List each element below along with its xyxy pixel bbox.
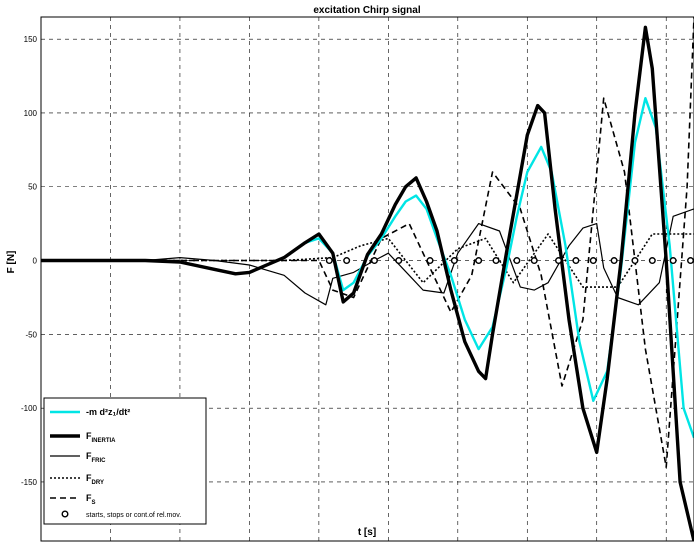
series-line-fric: [41, 208, 694, 306]
movement-marker: [395, 257, 403, 265]
movement-marker: [530, 257, 538, 265]
legend-label-accel: -m d²z₁/dt²: [86, 407, 130, 417]
chart-title: excitation Chirp signal: [313, 5, 420, 16]
movement-marker: [492, 257, 500, 265]
y-axis-label: F [N]: [6, 251, 17, 274]
movement-marker: [325, 257, 333, 265]
y-tick-label: 0: [33, 257, 38, 266]
y-tick-label: -50: [25, 330, 37, 339]
legend-label-dry: FDRY: [86, 473, 104, 486]
x-axis-label: t [s]: [358, 527, 376, 538]
series-lines: [41, 16, 694, 542]
movement-marker: [669, 257, 677, 265]
legend-swatch-markers: [61, 510, 69, 518]
series-line-fs: [41, 16, 694, 469]
movement-marker: [426, 257, 434, 265]
movement-marker: [370, 257, 378, 265]
series-line-inertia: [41, 25, 694, 542]
legend: -m d²z₁/dt² FINERTIA FFRIC FDRY FS starts, st…: [43, 397, 207, 525]
series-line-dry: [41, 233, 694, 288]
movement-marker: [610, 257, 618, 265]
legend-label-markers: starts, stops or cont.of rel.mov.: [86, 512, 181, 519]
movement-marker: [572, 257, 580, 265]
legend-box: [43, 397, 207, 525]
y-tick-label: -150: [21, 478, 38, 487]
movement-marker: [589, 257, 597, 265]
legend-label-inertia: FINERTIA: [86, 431, 116, 444]
plot-frame: [40, 16, 694, 542]
movement-marker: [555, 257, 563, 265]
movement-marker: [475, 257, 483, 265]
y-tick-label: -100: [21, 404, 38, 413]
y-tick-label: 50: [28, 183, 37, 192]
movement-marker: [648, 257, 656, 265]
y-tick-label: 150: [24, 35, 38, 44]
y-tick-label: 100: [24, 109, 38, 118]
legend-label-fric: FFRIC: [86, 451, 106, 464]
movement-marker: [343, 257, 351, 265]
grid-lines: [40, 17, 694, 541]
legend-label-fs: FS: [86, 493, 96, 506]
relative-movement-markers: [325, 257, 694, 265]
movement-marker: [513, 257, 521, 265]
movement-marker: [450, 257, 458, 265]
movement-marker: [631, 257, 639, 265]
movement-marker: [687, 257, 694, 265]
